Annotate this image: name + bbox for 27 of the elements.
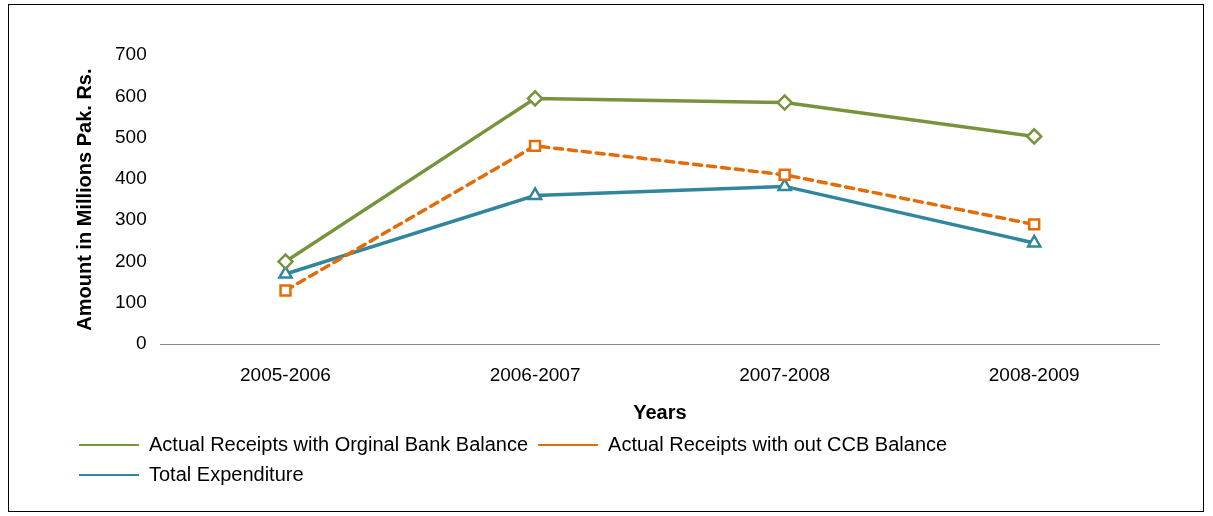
x-tick-label: 2008-2009 (988, 363, 1080, 385)
x-tick-label: 2006-2007 (489, 363, 581, 385)
y-tick-label: 600 (115, 84, 147, 106)
point (1028, 218, 1041, 231)
y-tick-label: 500 (115, 125, 147, 147)
point (776, 94, 793, 111)
point (279, 284, 292, 297)
x-axis-title: Years (633, 400, 687, 423)
legend-label: Total Expenditure (149, 462, 304, 485)
y-tick-label: 300 (115, 208, 147, 230)
x-tick-label: 2005-2006 (240, 363, 331, 385)
y-tick-label: 400 (115, 167, 147, 189)
point (277, 253, 294, 270)
legend-label: Actual Receipts with out CCB Balance (608, 432, 948, 455)
x-tick-label: 2007-2008 (739, 363, 831, 385)
y-tick-label: 100 (115, 291, 147, 313)
point (1025, 128, 1043, 145)
point (778, 168, 791, 182)
point (526, 90, 544, 107)
point (1026, 234, 1042, 248)
point (527, 187, 543, 201)
y-axis-title: Amount in Millions Pak. Rs. (72, 68, 95, 331)
point (528, 139, 542, 153)
legend-label: Actual Receipts with Orginal Bank Balance (149, 432, 529, 455)
y-tick-label: 0 (136, 332, 147, 354)
y-tick-label: 200 (115, 249, 147, 271)
y-tick-label: 700 (115, 43, 147, 65)
